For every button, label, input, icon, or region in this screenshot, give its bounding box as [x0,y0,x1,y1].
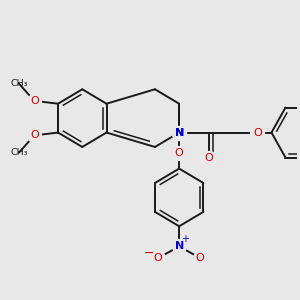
Text: N: N [175,242,184,251]
Text: O: O [30,96,39,106]
Text: O: O [30,130,39,140]
Text: O: O [253,128,262,137]
Text: O: O [204,154,213,164]
Text: CH₃: CH₃ [10,79,28,88]
Text: +: + [181,234,189,244]
Text: CH₃: CH₃ [10,148,28,157]
Text: −: − [143,247,154,260]
Text: N: N [175,128,184,137]
Text: O: O [175,148,184,158]
Text: O: O [154,253,163,263]
Text: O: O [196,253,205,263]
Text: N: N [175,128,184,137]
